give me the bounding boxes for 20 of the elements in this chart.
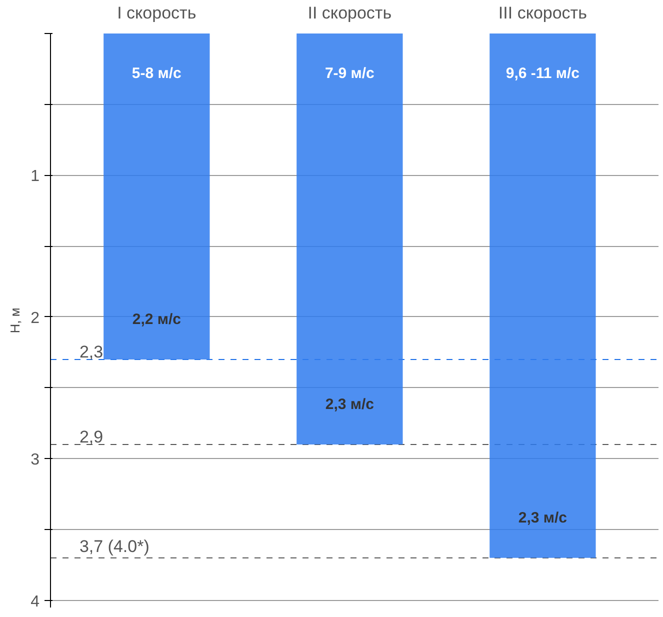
y-tick-label: 3 bbox=[30, 452, 40, 469]
bar bbox=[104, 34, 210, 360]
x-tick-label: I скорость bbox=[117, 4, 196, 22]
y-tick-label: 2 bbox=[30, 310, 40, 327]
ref-line-label: 2,9 bbox=[79, 428, 104, 447]
bar bbox=[490, 34, 596, 558]
annotation: 9,6 -11 м/с bbox=[506, 65, 580, 82]
y-tick-label: 1 bbox=[30, 168, 40, 186]
annotation: 2,2 м/с bbox=[132, 310, 181, 328]
bar bbox=[296, 34, 403, 445]
x-tick-label: III скорость bbox=[498, 4, 588, 22]
annotation: 5-8 м/с bbox=[132, 65, 182, 82]
y-tick-label: 4 bbox=[30, 593, 40, 610]
x-tick-label: II скорость bbox=[308, 4, 392, 22]
annotation: 2,3 м/с bbox=[518, 509, 568, 526]
annotation: 7-9 м/с bbox=[324, 65, 374, 82]
y-axis-title: H, м bbox=[8, 308, 23, 334]
ref-line-label: 2,3 bbox=[79, 342, 104, 362]
ref-line-label: 3,7 (4.0*) bbox=[79, 536, 150, 556]
annotation: 2,3 м/с bbox=[325, 396, 374, 414]
